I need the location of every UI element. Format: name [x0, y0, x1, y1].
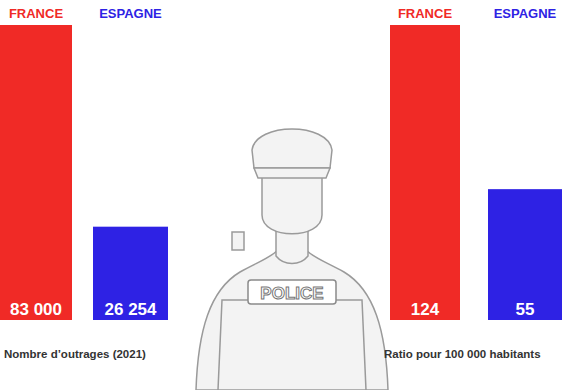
bar: [488, 189, 562, 320]
bars: [390, 25, 562, 320]
police-body: [196, 250, 388, 390]
category-label: FRANCE: [398, 6, 452, 21]
bar: [390, 25, 460, 320]
category-label: FRANCE: [9, 6, 63, 21]
chart-0: FRANCE 83 000 ESPAGNE 26 254 Nombre d’outrag…: [0, 6, 168, 360]
police-vest: [218, 300, 366, 390]
police-label: POLICE: [260, 284, 323, 303]
police-cap-band: [254, 168, 330, 178]
data-label: 26 254: [105, 300, 158, 319]
data-label: 55: [516, 300, 535, 319]
category-label: ESPAGNE: [494, 6, 557, 21]
police-cap: [252, 129, 332, 168]
police-neck: [276, 230, 308, 264]
police-badge: [248, 280, 336, 304]
data-label: 83 000: [10, 300, 62, 319]
chart-root: POLICE FRANCE 83 000 ESPAGNE 26 254 Nombre d’…: [0, 0, 585, 390]
axis-label: Ratio pour 100 000 habitants: [384, 348, 541, 360]
axis-label: Nombre d’outrages (2021): [4, 348, 146, 360]
chart-1: FRANCE 124 ESPAGNE 55 Ratio pour 100 000 hab…: [384, 6, 562, 360]
bar: [93, 227, 168, 320]
category-label: ESPAGNE: [99, 6, 162, 21]
police-radio: [232, 232, 244, 250]
bars: [0, 25, 168, 320]
police-illustration: POLICE: [196, 129, 388, 390]
data-label: 124: [411, 300, 440, 319]
bar: [0, 25, 72, 320]
